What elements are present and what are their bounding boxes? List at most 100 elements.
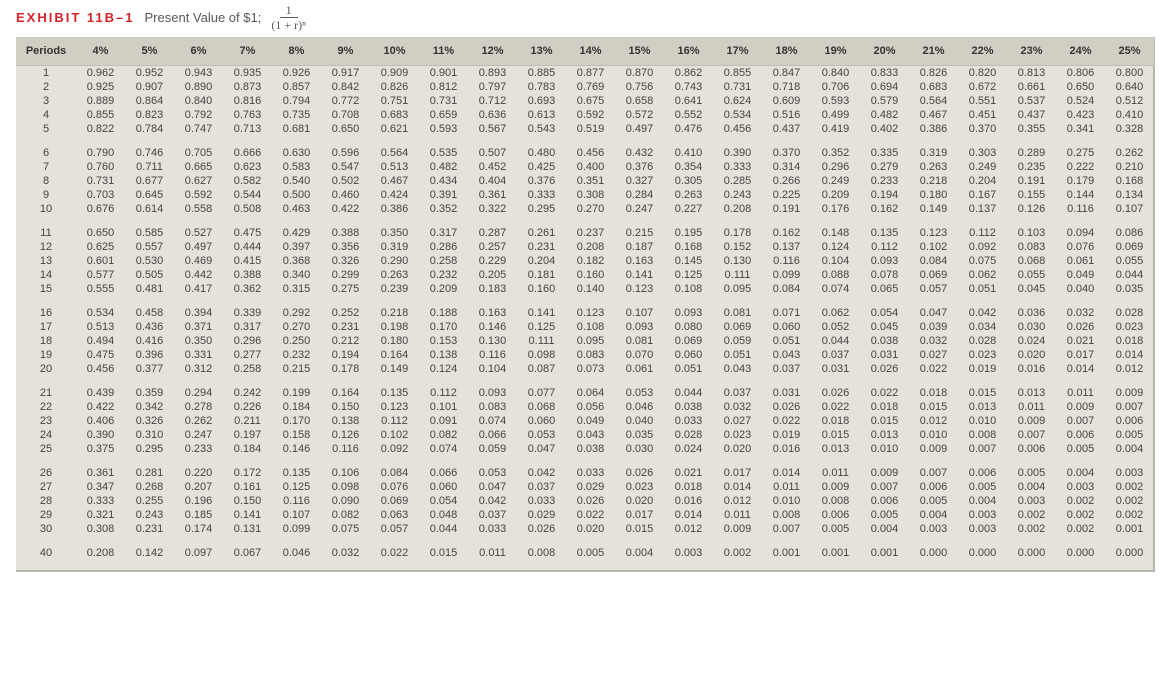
value-cell: 0.162: [762, 226, 811, 240]
value-cell: 0.059: [713, 334, 762, 348]
value-cell: 0.402: [860, 122, 909, 136]
value-cell: 0.018: [1105, 334, 1154, 348]
value-cell: 0.146: [468, 320, 517, 334]
value-cell: 0.499: [811, 108, 860, 122]
formula-numerator: 1: [280, 4, 298, 18]
value-cell: 0.592: [174, 188, 223, 202]
rate-header: 19%: [811, 37, 860, 66]
value-cell: 0.006: [811, 508, 860, 522]
value-cell: 0.319: [909, 146, 958, 160]
value-cell: 0.148: [811, 226, 860, 240]
value-cell: 0.031: [811, 362, 860, 376]
value-cell: 0.183: [468, 282, 517, 296]
value-cell: 0.049: [566, 414, 615, 428]
value-cell: 0.683: [370, 108, 419, 122]
value-cell: 0.009: [1105, 386, 1154, 400]
table-row: 90.7030.6450.5920.5440.5000.4600.4240.39…: [16, 188, 1154, 202]
value-cell: 0.212: [321, 334, 370, 348]
value-cell: 0.075: [958, 254, 1007, 268]
value-cell: 0.250: [272, 334, 321, 348]
value-cell: 0.004: [1105, 442, 1154, 456]
value-cell: 0.630: [272, 146, 321, 160]
value-cell: 0.962: [76, 66, 125, 81]
period-cell: 9: [16, 188, 76, 202]
value-cell: 0.049: [1056, 268, 1105, 282]
value-cell: 0.142: [125, 546, 174, 560]
value-cell: 0.243: [713, 188, 762, 202]
value-cell: 0.205: [468, 268, 517, 282]
value-cell: 0.002: [1056, 508, 1105, 522]
value-cell: 0.444: [223, 240, 272, 254]
period-cell: 2: [16, 80, 76, 94]
period-cell: 19: [16, 348, 76, 362]
value-cell: 0.102: [909, 240, 958, 254]
value-cell: 0.792: [174, 108, 223, 122]
value-cell: 0.247: [615, 202, 664, 216]
value-cell: 0.592: [566, 108, 615, 122]
table-row: 400.2080.1420.0970.0670.0460.0320.0220.0…: [16, 546, 1154, 560]
value-cell: 0.672: [958, 80, 1007, 94]
rate-header: 12%: [468, 37, 517, 66]
value-cell: 0.813: [1007, 66, 1056, 81]
value-cell: 0.123: [615, 282, 664, 296]
value-cell: 0.456: [76, 362, 125, 376]
value-cell: 0.125: [272, 480, 321, 494]
value-cell: 0.543: [517, 122, 566, 136]
value-cell: 0.855: [713, 66, 762, 81]
value-cell: 0.862: [664, 66, 713, 81]
value-cell: 0.044: [419, 522, 468, 536]
value-cell: 0.231: [125, 522, 174, 536]
value-cell: 0.012: [909, 414, 958, 428]
value-cell: 0.197: [223, 428, 272, 442]
value-cell: 0.694: [860, 80, 909, 94]
value-cell: 0.583: [272, 160, 321, 174]
value-cell: 0.033: [566, 466, 615, 480]
value-cell: 0.107: [272, 508, 321, 522]
value-cell: 0.432: [615, 146, 664, 160]
value-cell: 0.051: [762, 334, 811, 348]
value-cell: 0.480: [517, 146, 566, 160]
value-cell: 0.048: [419, 508, 468, 522]
value-cell: 0.123: [566, 306, 615, 320]
value-cell: 0.016: [762, 442, 811, 456]
value-cell: 0.352: [419, 202, 468, 216]
value-cell: 0.017: [713, 466, 762, 480]
value-cell: 0.098: [517, 348, 566, 362]
value-cell: 0.577: [76, 268, 125, 282]
value-cell: 0.676: [76, 202, 125, 216]
value-cell: 0.039: [909, 320, 958, 334]
value-cell: 0.456: [566, 146, 615, 160]
value-cell: 0.257: [468, 240, 517, 254]
value-cell: 0.410: [1105, 108, 1154, 122]
table-row: 170.5130.4360.3710.3170.2700.2310.1980.1…: [16, 320, 1154, 334]
value-cell: 0.537: [1007, 94, 1056, 108]
value-cell: 0.035: [615, 428, 664, 442]
value-cell: 0.054: [419, 494, 468, 508]
value-cell: 0.299: [321, 268, 370, 282]
value-cell: 0.822: [76, 122, 125, 136]
value-cell: 0.081: [713, 306, 762, 320]
value-cell: 0.006: [1007, 442, 1056, 456]
value-cell: 0.295: [517, 202, 566, 216]
period-cell: 16: [16, 306, 76, 320]
exhibit-title: Present Value of $1;: [145, 10, 262, 25]
value-cell: 0.231: [321, 320, 370, 334]
value-cell: 0.007: [860, 480, 909, 494]
value-cell: 0.935: [223, 66, 272, 81]
value-cell: 0.564: [909, 94, 958, 108]
value-cell: 0.155: [1007, 188, 1056, 202]
value-cell: 0.885: [517, 66, 566, 81]
value-cell: 0.513: [76, 320, 125, 334]
value-cell: 0.544: [223, 188, 272, 202]
exhibit-formula: 1 (1 + r)ⁿ: [271, 4, 306, 31]
value-cell: 0.681: [272, 122, 321, 136]
value-cell: 0.003: [664, 546, 713, 560]
value-cell: 0.009: [1056, 400, 1105, 414]
value-cell: 0.636: [468, 108, 517, 122]
value-cell: 0.925: [76, 80, 125, 94]
value-cell: 0.423: [1056, 108, 1105, 122]
value-cell: 0.116: [468, 348, 517, 362]
period-cell: 29: [16, 508, 76, 522]
value-cell: 0.047: [517, 442, 566, 456]
value-cell: 0.551: [958, 94, 1007, 108]
